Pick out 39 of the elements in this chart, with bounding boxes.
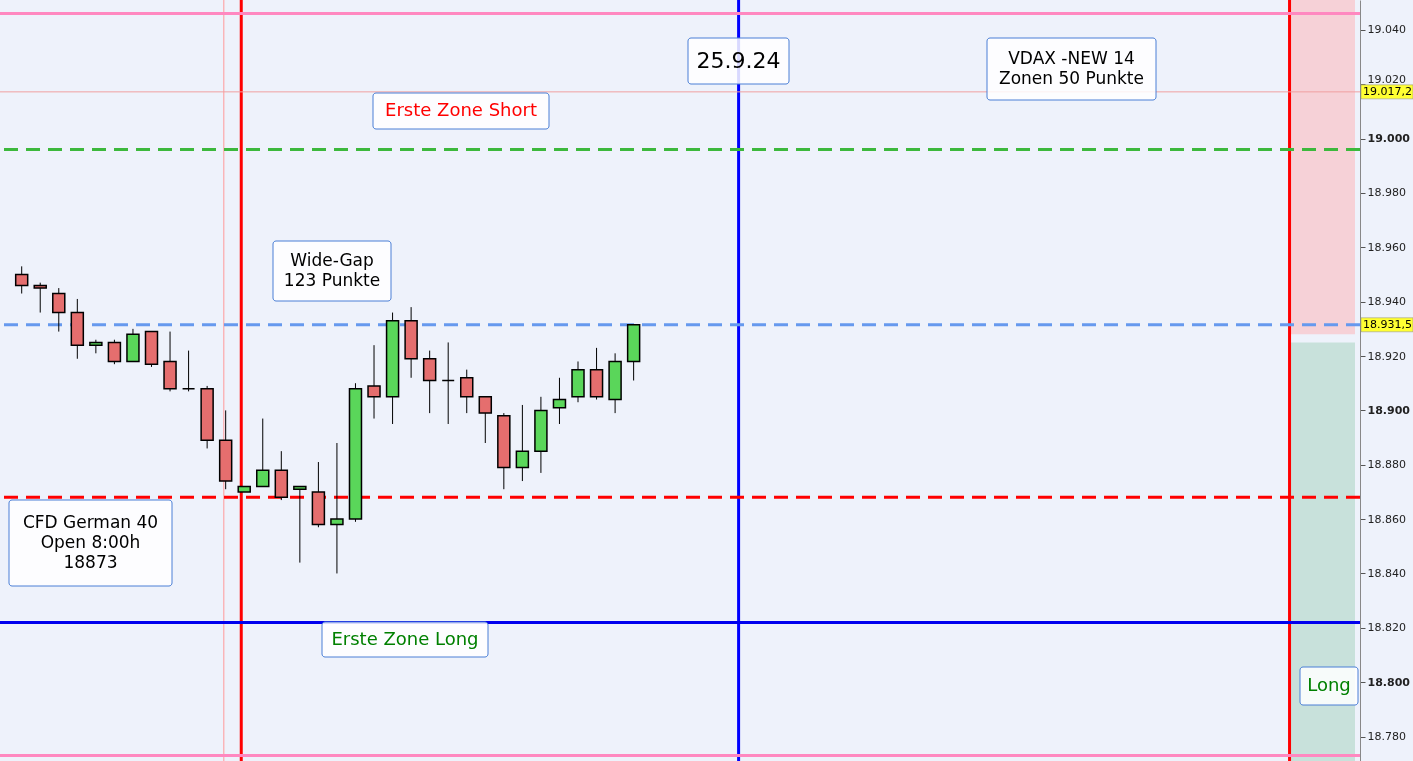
candlestick	[441, 341, 455, 425]
candlestick	[52, 287, 66, 333]
y-tick-label: 18.820	[1367, 621, 1406, 635]
y-tick-label: 18.840	[1367, 566, 1406, 580]
ref-line-label: 18.931,5	[1363, 317, 1412, 331]
candlestick	[367, 344, 381, 420]
candlestick	[14, 265, 29, 295]
candlestick	[33, 282, 47, 314]
annotation: VDAX -NEW 14 Zonen 50 Punkte	[999, 47, 1144, 89]
annotation: Erste Zone Long	[331, 627, 479, 649]
candlestick	[89, 339, 103, 354]
y-tick-label: 18.960	[1367, 240, 1406, 254]
candlestick	[515, 404, 530, 482]
y-tick-label: 18.880	[1367, 458, 1406, 472]
candlestick	[552, 377, 567, 425]
y-tick-label: 19.000	[1367, 132, 1411, 146]
y-tick-label: 18.920	[1367, 349, 1406, 363]
candlestick	[330, 442, 344, 574]
ref-line-label: 19.017,2	[1363, 84, 1412, 98]
candlestick	[293, 485, 307, 564]
y-tick-label: 19.040	[1367, 23, 1406, 37]
candlestick	[478, 396, 493, 444]
annotation: 25.9.24	[696, 48, 781, 73]
annotation: Erste Zone Short	[385, 99, 537, 120]
annotation: Long	[1307, 674, 1351, 695]
annotation: CFD German 40 Open 8:00h 18873	[22, 511, 159, 573]
y-tick-label: 18.780	[1367, 730, 1406, 744]
candlestick	[256, 418, 270, 488]
y-tick-label: 18.940	[1367, 295, 1406, 309]
annotation: Wide-Gap 123 Punkte	[283, 249, 381, 291]
candlestick	[107, 339, 122, 365]
y-tick-label: 18.860	[1367, 512, 1406, 526]
candlestick	[459, 369, 474, 414]
y-tick-label: 18.800	[1367, 675, 1411, 689]
y-tick-label: 19.020	[1367, 72, 1406, 86]
y-tick-label: 18.980	[1367, 186, 1406, 200]
candlestick	[422, 350, 437, 414]
y-tick-label: 18.900	[1367, 403, 1411, 417]
candlestick	[181, 350, 196, 392]
